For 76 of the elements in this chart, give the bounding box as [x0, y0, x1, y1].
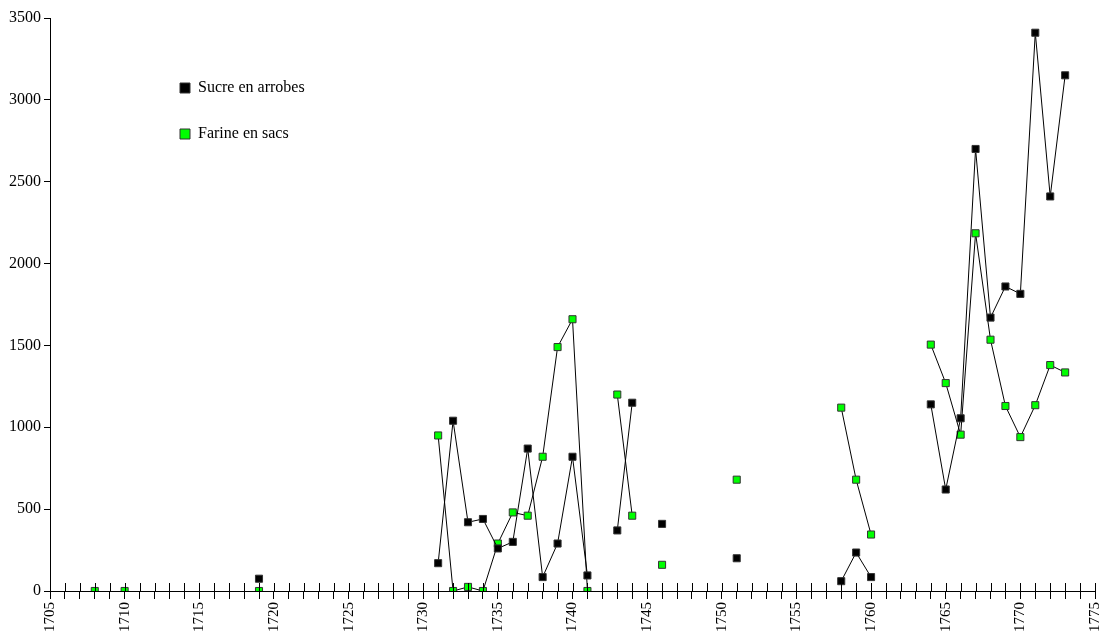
x-tick-label: 1710: [115, 602, 132, 632]
point: [628, 398, 637, 407]
point: [941, 485, 950, 494]
y-tick-label: 1000: [9, 417, 41, 435]
point: [568, 452, 577, 461]
x-tick-label: 1765: [936, 602, 953, 632]
point: [1016, 289, 1025, 298]
x-tick-label: 1770: [1011, 602, 1028, 632]
point: [449, 416, 458, 425]
point: [613, 526, 622, 535]
y-tick-label: 2500: [9, 171, 41, 189]
point: [971, 144, 980, 154]
point: [568, 315, 577, 324]
x-tick-label: 1720: [264, 602, 281, 632]
legend-label: Farine en sacs: [198, 124, 289, 142]
x-tick-label: 1750: [712, 602, 729, 632]
legend-label: Sucre en arrobes: [198, 78, 305, 96]
x-tick-label: 1705: [40, 602, 57, 632]
point: [1016, 433, 1025, 442]
point: [1001, 401, 1010, 411]
point: [434, 431, 443, 440]
x-tick-label: 1760: [862, 602, 879, 632]
point: [613, 390, 622, 399]
x-tick-label: 1730: [414, 602, 431, 632]
point: [732, 554, 741, 563]
point: [867, 530, 876, 539]
point: [553, 539, 562, 548]
point: [971, 229, 980, 238]
point: [508, 508, 517, 517]
point: [1046, 192, 1055, 201]
point: [583, 571, 592, 580]
point: [434, 559, 443, 568]
point: [941, 379, 950, 388]
x-tick-label: 1745: [638, 602, 655, 632]
point: [1031, 28, 1040, 37]
point: [1061, 368, 1070, 377]
point: [538, 573, 547, 582]
x-tick-label: 1715: [190, 602, 207, 632]
point: [508, 537, 517, 546]
y-tick-label: 2000: [9, 253, 41, 271]
point: [628, 511, 637, 520]
y-tick-label: 3000: [9, 90, 41, 108]
point: [837, 403, 846, 412]
y-tick-label: 3500: [9, 8, 41, 26]
point: [986, 335, 995, 344]
point: [867, 573, 876, 582]
point: [553, 343, 562, 352]
y-tick-label: 500: [17, 499, 41, 517]
point: [926, 340, 935, 349]
point: [1001, 282, 1010, 291]
point: [852, 475, 861, 484]
x-tick-label: 1725: [339, 602, 356, 632]
point: [254, 574, 264, 583]
point: [658, 560, 667, 569]
point: [493, 544, 502, 553]
point: [986, 313, 995, 322]
point: [658, 519, 667, 528]
point: [732, 475, 741, 484]
point: [1061, 71, 1070, 80]
point: [926, 400, 935, 409]
point: [1031, 401, 1040, 410]
point: [1046, 361, 1055, 370]
x-tick-label: 1740: [563, 602, 580, 632]
y-tick-label: 1500: [9, 335, 41, 353]
point: [852, 548, 861, 557]
point: [837, 577, 846, 586]
point: [538, 452, 547, 461]
point: [478, 514, 487, 523]
x-tick-label: 1775: [1085, 602, 1102, 632]
point: [463, 518, 473, 527]
point: [523, 511, 532, 520]
point: [956, 414, 965, 423]
point: [523, 444, 532, 453]
x-tick-label: 1755: [787, 602, 804, 632]
x-tick-label: 1735: [488, 602, 505, 632]
y-tick-label: 0: [33, 581, 41, 599]
